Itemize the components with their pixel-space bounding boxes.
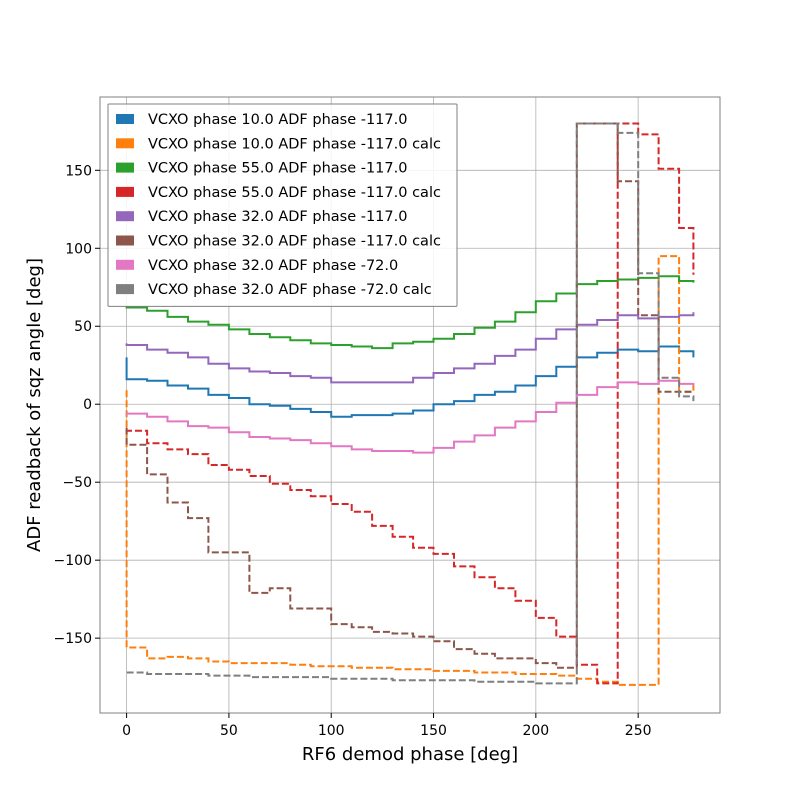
- legend-label-2: VCXO phase 55.0 ADF phase -117.0: [148, 161, 407, 177]
- y-axis-label: ADF readback of sqz angle [deg]: [24, 258, 45, 552]
- legend-label-7: VCXO phase 32.0 ADF phase -72.0 calc: [148, 282, 432, 298]
- legend-swatch-2: [116, 162, 134, 173]
- series-line-4: [125, 312, 695, 384]
- x-tick-label: 150: [420, 723, 447, 739]
- y-tick-label: 100: [65, 241, 92, 257]
- x-tick-label: 100: [318, 723, 345, 739]
- legend-label-0: VCXO phase 10.0 ADF phase -117.0: [148, 112, 407, 128]
- series-line-6: [125, 379, 695, 454]
- plot-frame: [99, 96, 721, 714]
- x-axis-label: RF6 demod phase [deg]: [302, 744, 518, 765]
- legend-label-4: VCXO phase 32.0 ADF phase -117.0: [148, 209, 407, 225]
- y-tick-label: 150: [65, 163, 92, 179]
- legend-label-6: VCXO phase 32.0 ADF phase -72.0: [148, 258, 398, 274]
- series-line-3: [125, 122, 695, 685]
- legend-swatch-1: [116, 138, 134, 149]
- legend-label-5: VCXO phase 32.0 ADF phase -117.0 calc: [148, 234, 441, 250]
- legend-frame: [107, 103, 458, 307]
- legend-swatch-4: [116, 211, 134, 222]
- legend-swatch-0: [116, 114, 134, 124]
- legend-label-1: VCXO phase 10.0 ADF phase -117.0 calc: [148, 136, 441, 152]
- y-tick-label: −50: [62, 475, 92, 491]
- y-tick-label: 0: [83, 397, 92, 413]
- legend-swatch-5: [116, 235, 134, 246]
- series-line-7: [126, 122, 695, 685]
- legend-swatch-7: [116, 284, 134, 295]
- y-tick-label: −150: [54, 631, 92, 647]
- series-line-1: [125, 255, 695, 686]
- x-tick-label: 0: [122, 723, 131, 739]
- x-tick-label: 250: [625, 723, 652, 739]
- x-tick-label: 200: [522, 723, 549, 739]
- legend-swatch-3: [116, 186, 134, 197]
- y-tick-label: −100: [54, 553, 92, 569]
- legend-swatch-6: [116, 259, 134, 270]
- legend-label-3: VCXO phase 55.0 ADF phase -117.0 calc: [148, 185, 441, 201]
- series-layer: [125, 122, 695, 686]
- series-line-0: [125, 345, 695, 418]
- axis-ticks: 0 50 100 150 200 250 −150 −100 −50 0 50 100 150: [54, 163, 652, 739]
- legend: VCXO phase 10.0 ADF phase -117.0 VCXO pha…: [107, 103, 458, 307]
- series-line-2: [125, 275, 695, 350]
- y-tick-label: 50: [74, 319, 92, 335]
- x-tick-label: 50: [220, 723, 238, 739]
